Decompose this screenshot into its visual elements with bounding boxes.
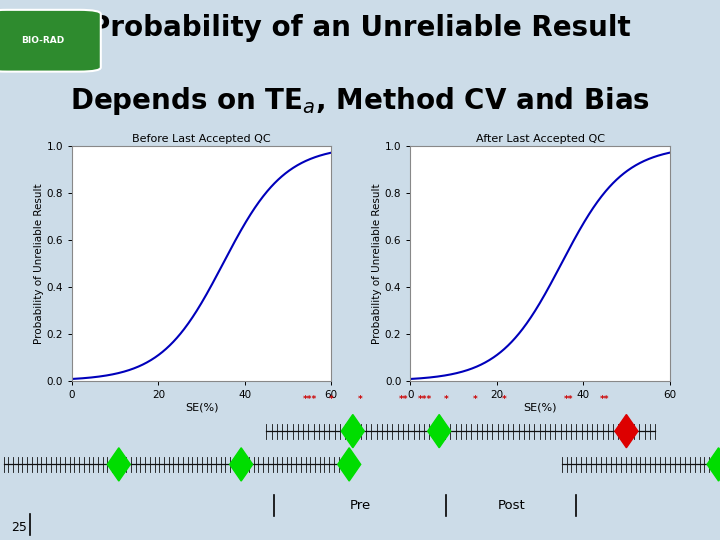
Polygon shape <box>230 448 253 481</box>
Polygon shape <box>428 415 451 448</box>
Text: Depends on TE$_a$, Method CV and Bias: Depends on TE$_a$, Method CV and Bias <box>70 85 650 117</box>
Title: Before Last Accepted QC: Before Last Accepted QC <box>132 133 271 144</box>
Text: **: ** <box>600 395 610 404</box>
Polygon shape <box>341 415 364 448</box>
Text: *: * <box>329 395 333 404</box>
Text: BIO-RAD: BIO-RAD <box>22 36 65 45</box>
FancyBboxPatch shape <box>0 10 101 72</box>
Y-axis label: Probability of Unreliable Result: Probability of Unreliable Result <box>34 183 44 343</box>
Text: *: * <box>473 395 477 404</box>
Polygon shape <box>338 448 361 481</box>
Text: ***: *** <box>302 395 317 404</box>
Polygon shape <box>707 448 720 481</box>
Text: 25: 25 <box>11 521 27 534</box>
Text: Pre: Pre <box>349 499 371 512</box>
Text: *: * <box>502 395 506 404</box>
Text: ***: *** <box>418 395 432 404</box>
Title: After Last Accepted QC: After Last Accepted QC <box>475 133 605 144</box>
Text: **: ** <box>564 395 574 404</box>
Text: Probability of an Unreliable Result: Probability of an Unreliable Result <box>89 14 631 42</box>
X-axis label: SE(%): SE(%) <box>185 402 218 413</box>
Y-axis label: Probability of Unreliable Result: Probability of Unreliable Result <box>372 183 382 343</box>
Text: **: ** <box>398 395 408 404</box>
Polygon shape <box>107 448 130 481</box>
Text: *: * <box>358 395 362 404</box>
Text: *: * <box>444 395 449 404</box>
Text: Post: Post <box>498 499 525 512</box>
X-axis label: SE(%): SE(%) <box>523 402 557 413</box>
Polygon shape <box>615 415 638 448</box>
